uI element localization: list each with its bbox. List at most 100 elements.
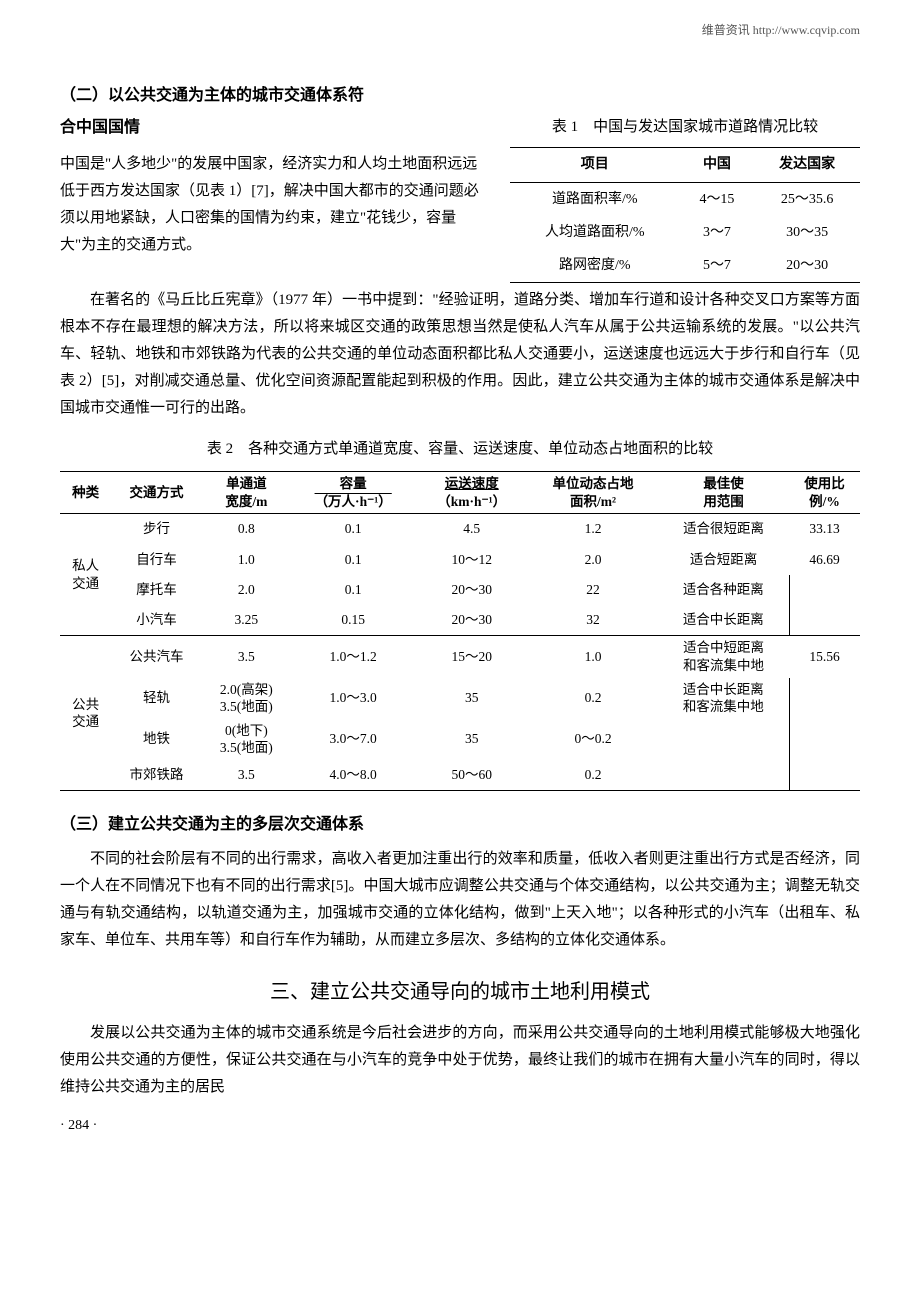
t2g2r1-width: 2.0(高架)3.5(地面) bbox=[202, 678, 291, 719]
t2-g1-r2: 摩托车 2.0 0.1 20～30 22 适合各种距离 bbox=[60, 575, 860, 605]
t1r1c2: 30～35 bbox=[754, 216, 860, 249]
t2g1r0-width: 0.8 bbox=[202, 514, 291, 545]
t1r0c2: 25～35.6 bbox=[754, 182, 860, 216]
t2h-col2: 交通方式 bbox=[111, 472, 202, 514]
t2g2r3-speed: 50～60 bbox=[415, 760, 528, 791]
t2g1r2-mode: 摩托车 bbox=[111, 575, 202, 605]
t2g1r0-mode: 步行 bbox=[111, 514, 202, 545]
t2g1r0-ratio: 33.13 bbox=[789, 514, 860, 545]
t1r0c1: 4～15 bbox=[680, 182, 755, 216]
table2: 种类 交通方式 单通道宽度/m 容量（万人·h⁻¹） 运送速度（km·h⁻¹） … bbox=[60, 471, 860, 791]
t2g2r3-width: 3.5 bbox=[202, 760, 291, 791]
t2g1r1-area: 2.0 bbox=[528, 545, 658, 575]
t2g1r0-range: 适合很短距离 bbox=[658, 514, 789, 545]
t2g2r0-range: 适合中短距离和客流集中地 bbox=[658, 636, 789, 678]
section2-heading-line1: （二）以公共交通为主体的城市交通体系符 bbox=[60, 82, 860, 111]
table1-row1: 人均道路面积/% 3～7 30～35 bbox=[510, 216, 860, 249]
t2g2r1-mode: 轻轨 bbox=[111, 678, 202, 719]
t2g1r2-ratio bbox=[789, 575, 860, 636]
table1-header-row: 项目 中国 发达国家 bbox=[510, 148, 860, 182]
t2g2r3-area: 0.2 bbox=[528, 760, 658, 791]
t2g1r1-mode: 自行车 bbox=[111, 545, 202, 575]
t2g1r2-speed: 20～30 bbox=[415, 575, 528, 605]
table1-row0: 道路面积率/% 4～15 25～35.6 bbox=[510, 182, 860, 216]
t2g2r2-range bbox=[658, 719, 789, 760]
t2g1r0-area: 1.2 bbox=[528, 514, 658, 545]
t2-g2-r0: 公共交通 公共汽车 3.5 1.0～1.2 15～20 1.0 适合中短距离和客… bbox=[60, 636, 860, 678]
t2-g2-label: 公共交通 bbox=[60, 636, 111, 791]
table1-container: 表 1 中国与发达国家城市道路情况比较 项目 中国 发达国家 道路面积率/% 4… bbox=[510, 114, 860, 283]
t2g2r0-cap: 1.0～1.2 bbox=[291, 636, 416, 678]
t2g1r3-speed: 20～30 bbox=[415, 605, 528, 636]
t2-g1-r0: 私人交通 步行 0.8 0.1 4.5 1.2 适合很短距离 33.13 bbox=[60, 514, 860, 545]
table1-h0: 项目 bbox=[510, 148, 680, 182]
table2-caption: 表 2 各种交通方式单通道宽度、容量、运送速度、单位动态占地面积的比较 bbox=[60, 436, 860, 463]
t2g1r1-ratio: 46.69 bbox=[789, 545, 860, 575]
t2g2r0-ratio: 15.56 bbox=[789, 636, 860, 678]
t2g1r1-range: 适合短距离 bbox=[658, 545, 789, 575]
big-heading: 三、建立公共交通导向的城市土地利用模式 bbox=[60, 974, 860, 1010]
t2g1r1-cap: 0.1 bbox=[291, 545, 416, 575]
t2g1r1-width: 1.0 bbox=[202, 545, 291, 575]
t2h-col6: 单位动态占地面积/m² bbox=[528, 472, 658, 514]
t2g1r3-range: 适合中长距离 bbox=[658, 605, 789, 636]
t2-g1-r3: 小汽车 3.25 0.15 20～30 32 适合中长距离 bbox=[60, 605, 860, 636]
t2g2r1-range: 适合中长距离和客流集中地 bbox=[658, 678, 789, 719]
t1r2c0: 路网密度/% bbox=[510, 249, 680, 283]
t2g1r0-speed: 4.5 bbox=[415, 514, 528, 545]
t2g2r3-cap: 4.0～8.0 bbox=[291, 760, 416, 791]
t2g1r2-cap: 0.1 bbox=[291, 575, 416, 605]
t1r0c0: 道路面积率/% bbox=[510, 182, 680, 216]
page-number: · 284 · bbox=[60, 1113, 860, 1138]
t2g2r2-area: 0～0.2 bbox=[528, 719, 658, 760]
t2h-col7: 最佳使用范围 bbox=[658, 472, 789, 514]
t2g2r0-speed: 15～20 bbox=[415, 636, 528, 678]
t2g2r2-width: 0(地下)3.5(地面) bbox=[202, 719, 291, 760]
t1r2c1: 5～7 bbox=[680, 249, 755, 283]
top-left-column: 合中国国情 中国是"人多地少"的发展中国家，经济实力和人均土地面积远远低于西方发… bbox=[60, 114, 490, 259]
t2h-col5: 运送速度（km·h⁻¹） bbox=[415, 472, 528, 514]
t2g2r3-range bbox=[658, 760, 789, 791]
t2-g1-r1: 自行车 1.0 0.1 10～12 2.0 适合短距离 46.69 bbox=[60, 545, 860, 575]
t2g2r0-mode: 公共汽车 bbox=[111, 636, 202, 678]
header-source: 维普资讯 http://www.cqvip.com bbox=[60, 20, 860, 42]
para-final: 发展以公共交通为主体的城市交通系统是今后社会进步的方向，而采用公共交通导向的土地… bbox=[60, 1020, 860, 1101]
t1r2c2: 20～30 bbox=[754, 249, 860, 283]
t2-g2-r1: 轻轨 2.0(高架)3.5(地面) 1.0～3.0 35 0.2 适合中长距离和… bbox=[60, 678, 860, 719]
t2h-col4: 容量（万人·h⁻¹） bbox=[291, 472, 416, 514]
table1-h1: 中国 bbox=[680, 148, 755, 182]
t2-g2-r2: 地铁 0(地下)3.5(地面) 3.0～7.0 35 0～0.2 bbox=[60, 719, 860, 760]
t2g1r0-cap: 0.1 bbox=[291, 514, 416, 545]
t2g2r0-area: 1.0 bbox=[528, 636, 658, 678]
t2g1r2-width: 2.0 bbox=[202, 575, 291, 605]
section2-intro: 中国是"人多地少"的发展中国家，经济实力和人均土地面积远远低于西方发达国家（见表… bbox=[60, 156, 479, 253]
t2g2r1-speed: 35 bbox=[415, 678, 528, 719]
t2-g2-r3: 市郊铁路 3.5 4.0～8.0 50～60 0.2 bbox=[60, 760, 860, 791]
table1-h2: 发达国家 bbox=[754, 148, 860, 182]
section2-heading-line2: 合中国国情 bbox=[60, 114, 490, 143]
t2g2r0-width: 3.5 bbox=[202, 636, 291, 678]
t2g1r3-mode: 小汽车 bbox=[111, 605, 202, 636]
t2g2r1-ratio bbox=[789, 678, 860, 791]
t1r1c1: 3～7 bbox=[680, 216, 755, 249]
t2g2r3-mode: 市郊铁路 bbox=[111, 760, 202, 791]
t2g2r1-area: 0.2 bbox=[528, 678, 658, 719]
t1r1c0: 人均道路面积/% bbox=[510, 216, 680, 249]
top-row: 合中国国情 中国是"人多地少"的发展中国家，经济实力和人均土地面积远远低于西方发… bbox=[60, 114, 860, 283]
t2g2r2-mode: 地铁 bbox=[111, 719, 202, 760]
t2h-col3: 单通道宽度/m bbox=[202, 472, 291, 514]
t2g1r3-area: 32 bbox=[528, 605, 658, 636]
t2h-col1: 种类 bbox=[60, 472, 111, 514]
table1: 项目 中国 发达国家 道路面积率/% 4～15 25～35.6 人均道路面积/%… bbox=[510, 147, 860, 283]
t2g2r2-cap: 3.0～7.0 bbox=[291, 719, 416, 760]
t2h-col8: 使用比例/% bbox=[789, 472, 860, 514]
t2g2r2-speed: 35 bbox=[415, 719, 528, 760]
t2-g1-label: 私人交通 bbox=[60, 514, 111, 636]
table1-caption: 表 1 中国与发达国家城市道路情况比较 bbox=[510, 114, 860, 141]
section3-text: 不同的社会阶层有不同的出行需求，高收入者更加注重出行的效率和质量，低收入者则更注… bbox=[60, 846, 860, 954]
section3-heading: （三）建立公共交通为主的多层次交通体系 bbox=[60, 811, 860, 840]
t2g1r2-area: 22 bbox=[528, 575, 658, 605]
para2: 在著名的《马丘比丘宪章》（1977 年）一书中提到："经验证明，道路分类、增加车… bbox=[60, 287, 860, 422]
t2g1r2-range: 适合各种距离 bbox=[658, 575, 789, 605]
t2g1r3-cap: 0.15 bbox=[291, 605, 416, 636]
